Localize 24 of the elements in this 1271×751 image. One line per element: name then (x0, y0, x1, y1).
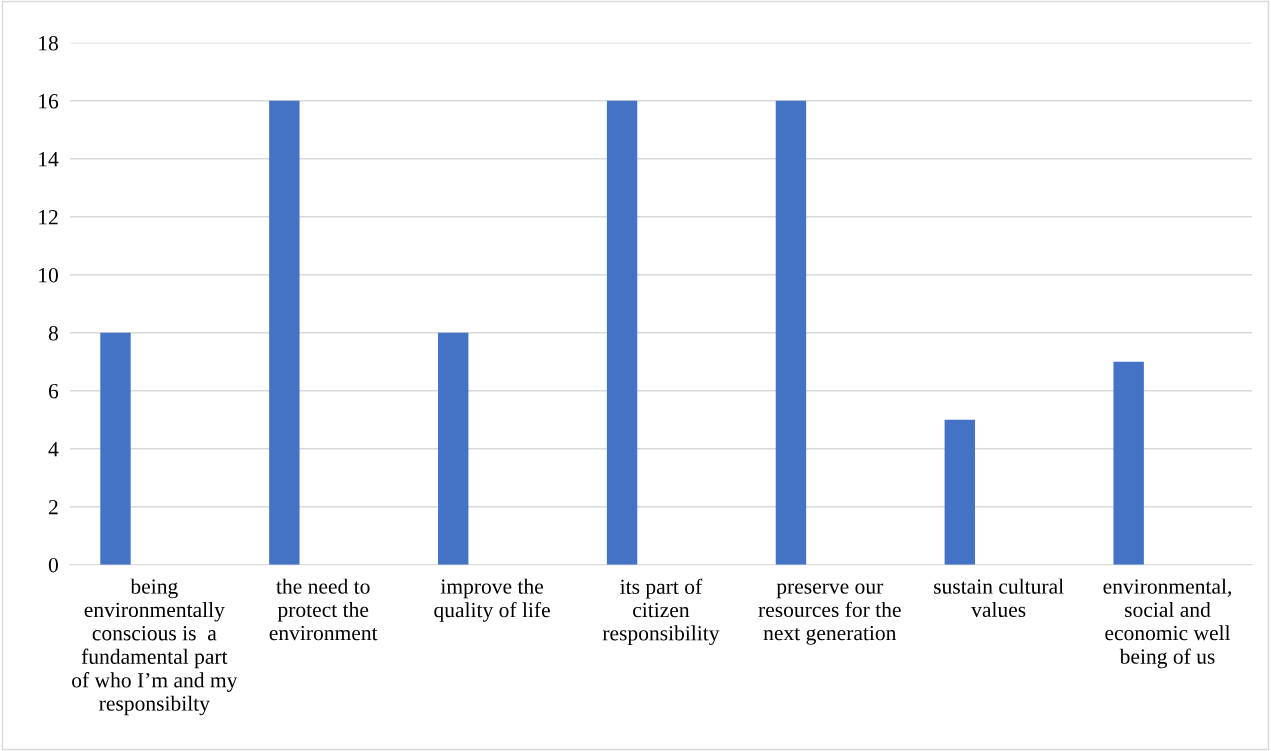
x-tick-label: environmental, social and economic well being of us (1103, 578, 1232, 669)
x-tick-label: being environmentally conscious is a fundamental part of who I’m and my responsibilty (72, 578, 238, 716)
y-tick-label: 0 (48, 557, 58, 573)
x-tick-label: improve the quality of life (434, 578, 550, 622)
bar (100, 332, 131, 565)
x-tick-label: the need to protect the environment (269, 578, 378, 641)
bar (606, 100, 638, 565)
bar (944, 419, 975, 565)
y-tick-label: 10 (39, 267, 58, 283)
y-tick-label: 4 (48, 442, 59, 457)
y-tick-label: 2 (48, 499, 58, 515)
y-tick-label: 8 (48, 325, 58, 341)
y-tick-label: 16 (39, 94, 59, 109)
x-tick-label: sustain cultural values (934, 578, 1064, 618)
y-tick-label: 14 (39, 152, 59, 167)
bar (438, 332, 469, 565)
bar (775, 100, 807, 565)
bar (269, 100, 300, 565)
x-tick-label: its part of citizen responsibility (602, 578, 720, 645)
x-tick-label: preserve our resources for the next generation (758, 583, 901, 645)
y-tick-label: 18 (39, 35, 58, 51)
y-tick-label: 6 (48, 383, 59, 399)
y-tick-label: 12 (39, 210, 58, 225)
bar (1113, 361, 1144, 565)
